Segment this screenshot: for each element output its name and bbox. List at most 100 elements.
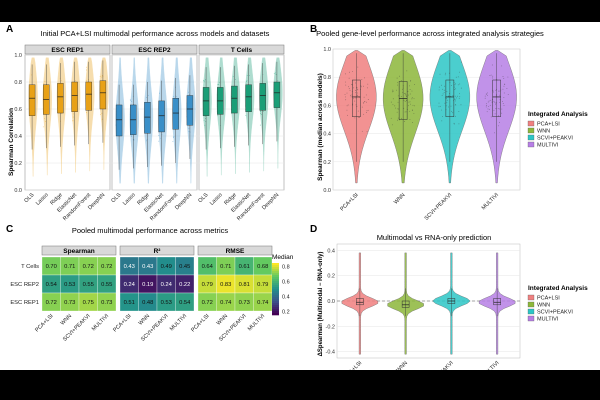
panel-a-jitter-point: [259, 111, 261, 113]
panel-b-jitter-point: [353, 98, 355, 100]
panel-a-violin: [216, 57, 226, 176]
panel-b-jitter-point: [360, 86, 362, 88]
panel-b-jitter-point: [347, 104, 349, 106]
panel-a-jitter-point: [234, 78, 236, 80]
panel-b-jitter-point: [392, 91, 393, 93]
panel-c-cell-value: 0.81: [239, 282, 250, 288]
panel-b-jitter-point: [346, 92, 348, 94]
panel-c-cell-value: 0.74: [257, 300, 269, 306]
panel-b-jitter-point: [457, 76, 459, 78]
panel-c-cell-value: 0.72: [83, 264, 94, 270]
panel-d-xtick-pca-lsi: PCA+LSI: [343, 360, 364, 370]
panel-a-jitter-point: [173, 96, 175, 98]
panel-b-jitter-point: [405, 94, 407, 96]
panel-b-jitter-point: [357, 117, 359, 118]
panel-c-colorbar-segment: [272, 309, 279, 312]
panel-b-jitter-point: [411, 97, 413, 99]
panel-a-jitter-point: [44, 80, 46, 82]
panel-b-jitter-point: [355, 92, 357, 94]
panel-b-jitter-point: [494, 132, 495, 134]
panel-b-legend-swatch: [527, 127, 535, 134]
panel-b-jitter-point: [492, 75, 494, 77]
panel-b-jitter-point: [486, 104, 488, 106]
panel-b-jitter-point: [395, 107, 397, 109]
panel-d-legend-swatch: [527, 301, 535, 308]
panel-b-jitter-point: [344, 94, 346, 95]
panel-b-jitter-point: [487, 108, 489, 110]
panel-b-jitter-point: [493, 91, 495, 93]
panel-b-jitter-point: [367, 99, 369, 100]
panel-b-xtick-scvi-peakvi: SCVI+PEAKVI: [424, 192, 454, 222]
panel-b-jitter-point: [458, 97, 460, 99]
panel-b-jitter-point: [485, 93, 487, 95]
panel-b-jitter-point: [397, 82, 398, 84]
panel-c-colorbar-segment: [272, 303, 279, 306]
panel-b-jitter-point: [358, 117, 360, 119]
panel-b-jitter-point: [455, 104, 457, 106]
panel-b-legend-wnn: WNN: [537, 129, 550, 135]
panel-a-jitter-point: [116, 103, 118, 105]
panel-b-jitter-point: [485, 103, 487, 105]
panel-b-jitter-point: [407, 105, 409, 107]
panel-c-facet-strip: [41, 245, 117, 256]
panel-b-jitter-point: [367, 83, 369, 85]
panel-c-colorbar-segment: [272, 271, 279, 274]
panel-b-jitter-point: [439, 106, 441, 107]
panel-a-jitter-point: [173, 136, 175, 138]
panel-b-jitter-point: [356, 94, 358, 96]
panel-b-jitter-point: [493, 110, 495, 112]
panel-b-jitter-point: [450, 85, 452, 86]
panel-b-jitter-point: [409, 119, 411, 120]
panel-b-jitter-point: [411, 90, 413, 92]
panel-a-box: [172, 97, 179, 130]
panel-c-cell-value: 0.24: [124, 282, 136, 288]
panel-b-jitter-point: [404, 111, 406, 113]
panel-d-legend-swatch: [527, 315, 535, 322]
panel-c-colorbar-segment: [272, 313, 279, 316]
panel-a-jitter-point: [261, 113, 263, 115]
panel-b-jitter-point: [442, 116, 444, 118]
panel-b-jitter-point: [502, 88, 504, 90]
panel-b-jitter-point: [495, 90, 497, 92]
panel-b-jitter-point: [354, 90, 356, 91]
panel-b-ytick-label: 0.0: [323, 188, 331, 194]
panel-b-jitter-point: [345, 84, 347, 86]
panel-b-jitter-point: [455, 100, 456, 102]
panel-b-jitter-point: [354, 117, 356, 119]
panel-a-jitter-point: [43, 118, 45, 120]
panel-b-jitter-point: [438, 102, 440, 104]
panel-c-cell-value: 0.54: [179, 300, 191, 306]
panel-b-jitter-point: [394, 105, 396, 107]
panel-b-jitter-point: [503, 97, 505, 98]
panel-a-box: [99, 80, 107, 110]
panel-c-cell-value: 0.54: [46, 282, 58, 288]
panel-a-jitter-point: [248, 75, 250, 76]
panel-b-jitter-point: [444, 85, 446, 87]
panel-b-jitter-point: [438, 86, 440, 88]
panel-c-colorbar-segment: [272, 299, 279, 302]
panel-b-jitter-point: [397, 84, 398, 86]
panel-b-jitter-point: [367, 109, 369, 111]
panel-a-jitter-point: [45, 121, 47, 123]
panel-c-cell-value: 0.83: [220, 282, 231, 288]
panel-a-jitter-point: [86, 66, 88, 68]
panel-b-title: Pooled gene-level performance across int…: [316, 29, 544, 38]
panel-b-jitter-point: [349, 90, 351, 92]
panel-b-jitter-point: [455, 88, 456, 90]
panel-b-jitter-point: [448, 93, 450, 95]
panel-b-jitter-point: [459, 71, 460, 73]
panel-b-jitter-point: [493, 100, 495, 102]
panel-b-jitter-point: [392, 104, 394, 106]
panel-a-jitter-point: [217, 115, 219, 117]
panel-a-jitter-point: [131, 100, 133, 102]
panel-c-row-label-esc-rep2: ESC REP2: [10, 282, 39, 288]
panel-b-jitter-point: [365, 101, 367, 103]
panel-a-jitter-point: [172, 140, 174, 142]
panel-c-colorbar-segment: [272, 273, 279, 276]
panel-c-facet-strip: [197, 245, 273, 256]
panel-c-cell-value: 0.72: [101, 264, 112, 270]
panel-b-jitter-point: [392, 98, 394, 100]
panel-b-jitter-point: [460, 87, 462, 89]
panel-b-jitter-point: [495, 103, 496, 105]
panel-b-jitter-point: [487, 94, 488, 96]
